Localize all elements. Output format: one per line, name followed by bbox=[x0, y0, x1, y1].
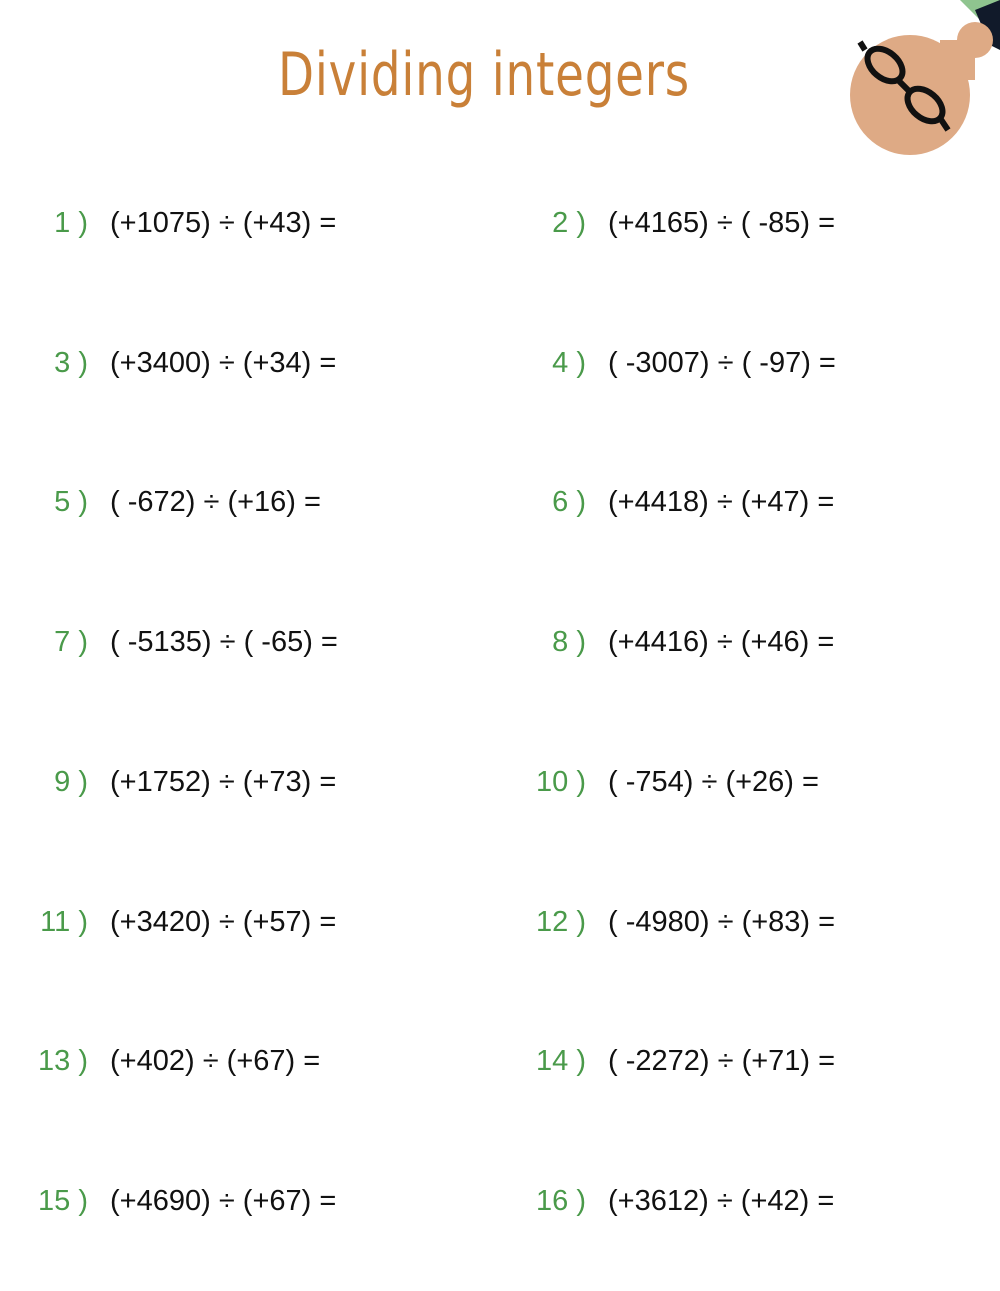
problem-item: 4 ) ( -3007) ÷ ( -97) = bbox=[498, 343, 978, 383]
problem-number: 4 ) bbox=[552, 346, 586, 379]
problem-expression: (+4690) ÷ (+67) = bbox=[110, 1184, 337, 1217]
problem-item: 14 ) ( -2272) ÷ (+71) = bbox=[498, 1041, 978, 1081]
problem-item: 5 ) ( -672) ÷ (+16) = bbox=[0, 482, 480, 522]
problem-number: 13 ) bbox=[38, 1045, 88, 1078]
cartoon-head-icon bbox=[850, 0, 1000, 155]
problem-number: 12 ) bbox=[536, 905, 586, 938]
problem-item: 12 ) ( -4980) ÷ (+83) = bbox=[498, 902, 978, 942]
problem-number: 15 ) bbox=[38, 1184, 88, 1217]
problem-number: 11 ) bbox=[40, 905, 88, 938]
problem-number: 7 ) bbox=[54, 626, 88, 659]
problem-number: 9 ) bbox=[54, 765, 88, 798]
problem-expression: (+3400) ÷ (+34) = bbox=[110, 346, 337, 379]
problem-item: 2 ) (+4165) ÷ ( -85) = bbox=[498, 203, 978, 243]
problem-item: 3 ) (+3400) ÷ (+34) = bbox=[0, 343, 480, 383]
problem-expression: (+4416) ÷ (+46) = bbox=[608, 626, 835, 659]
problem-number: 2 ) bbox=[552, 207, 586, 239]
problem-expression: (+1752) ÷ (+73) = bbox=[110, 765, 337, 798]
problem-number: 8 ) bbox=[552, 626, 586, 659]
problem-expression: (+3420) ÷ (+57) = bbox=[110, 905, 337, 938]
problem-number: 3 ) bbox=[54, 346, 88, 379]
problem-item: 9 ) (+1752) ÷ (+73) = bbox=[0, 762, 480, 802]
problem-number: 16 ) bbox=[536, 1184, 586, 1217]
problem-item: 13 ) (+402) ÷ (+67) = bbox=[0, 1041, 480, 1081]
problem-expression: ( -754) ÷ (+26) = bbox=[608, 765, 819, 798]
problem-item: 1 ) (+1075) ÷ (+43) = bbox=[0, 203, 480, 243]
problem-expression: (+402) ÷ (+67) = bbox=[110, 1045, 321, 1078]
problem-item: 6 ) (+4418) ÷ (+47) = bbox=[498, 482, 978, 522]
problem-number: 10 ) bbox=[536, 765, 586, 798]
problem-item: 10 ) ( -754) ÷ (+26) = bbox=[498, 762, 978, 802]
problem-expression: (+4418) ÷ (+47) = bbox=[608, 486, 835, 519]
problem-expression: (+1075) ÷ (+43) = bbox=[110, 207, 337, 239]
problem-expression: ( -672) ÷ (+16) = bbox=[110, 486, 321, 519]
problem-expression: ( -4980) ÷ (+83) = bbox=[608, 905, 836, 938]
problem-expression: ( -5135) ÷ ( -65) = bbox=[110, 626, 338, 659]
problem-number: 6 ) bbox=[552, 486, 586, 519]
problem-number: 5 ) bbox=[54, 486, 88, 519]
problem-expression: ( -3007) ÷ ( -97) = bbox=[608, 346, 836, 379]
page-title: Dividing integers bbox=[278, 40, 690, 110]
problem-expression: ( -2272) ÷ (+71) = bbox=[608, 1045, 836, 1078]
problem-item: 16 ) (+3612) ÷ (+42) = bbox=[498, 1181, 978, 1221]
problem-number: 1 ) bbox=[54, 207, 88, 239]
problem-expression: (+3612) ÷ (+42) = bbox=[608, 1184, 835, 1217]
problem-item: 7 ) ( -5135) ÷ ( -65) = bbox=[0, 622, 480, 662]
problem-item: 8 ) (+4416) ÷ (+46) = bbox=[498, 622, 978, 662]
problem-number: 14 ) bbox=[536, 1045, 586, 1078]
problem-expression: (+4165) ÷ ( -85) = bbox=[608, 207, 836, 239]
problem-item: 15 ) (+4690) ÷ (+67) = bbox=[0, 1181, 480, 1221]
problem-item: 11 ) (+3420) ÷ (+57) = bbox=[0, 902, 480, 942]
